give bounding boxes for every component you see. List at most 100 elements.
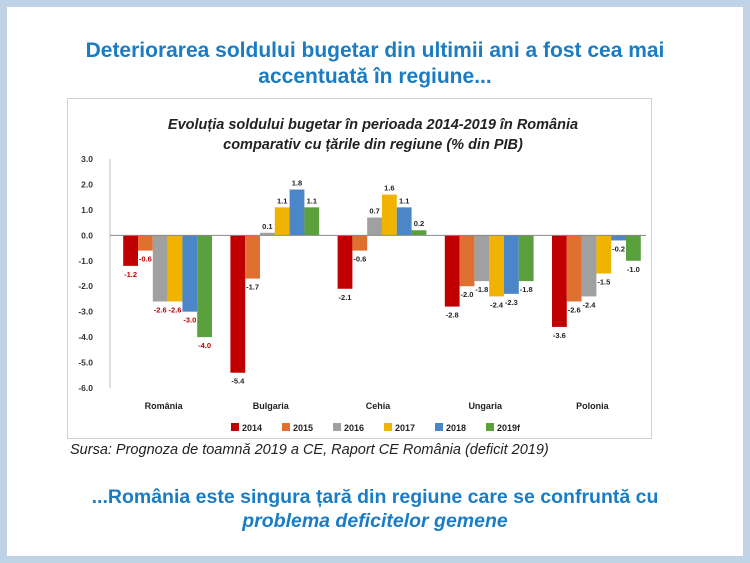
bar-2014-Bulgaria — [230, 235, 246, 373]
bar-2019f-Polonia — [626, 235, 641, 261]
headline: Deteriorarea soldului bugetar din ultimi… — [0, 38, 750, 90]
bar-2016-Bulgaria — [260, 232, 275, 236]
data-label: -0.6 — [139, 255, 152, 264]
data-label: -1.5 — [597, 278, 610, 287]
bar-2018-România — [182, 235, 198, 312]
legend-label: 2019f — [497, 423, 521, 433]
legend-label: 2014 — [242, 423, 262, 433]
bar-2018-Cehia — [396, 207, 412, 236]
bar-2019f-Bulgaria — [304, 207, 320, 236]
bar-2016-Ungaria — [474, 235, 490, 282]
headline-line-2: accentuată în regiune... — [258, 65, 492, 88]
category-label: Ungaria — [468, 401, 503, 411]
chart-title-line-2: comparativ cu țările din regiune (% din … — [223, 137, 523, 153]
bar-2017-Ungaria — [489, 235, 504, 297]
data-label: -1.2 — [124, 270, 137, 279]
bars: -1.2 -5.4 -2.1 -2.8 -3.6 -0.6 -1.7 -0.6 -2.0 -2.6… — [110, 179, 646, 386]
y-tick-label: -2.0 — [78, 281, 93, 291]
bar-2018-Polonia — [611, 235, 626, 241]
legend-swatch-2018 — [435, 423, 443, 431]
bar-2017-România — [167, 235, 183, 302]
data-label: 0.1 — [262, 222, 272, 231]
legend-swatch-2017 — [384, 423, 392, 431]
bar-2019f-România — [197, 235, 212, 338]
y-tick-label: -1.0 — [78, 256, 93, 266]
legend-label: 2016 — [344, 423, 364, 433]
y-tick-label: 0.0 — [81, 230, 93, 240]
legend-label: 2018 — [446, 423, 466, 433]
data-label: -2.6 — [154, 305, 167, 314]
bar-2017-Polonia — [596, 235, 612, 274]
data-label: -1.8 — [475, 285, 488, 294]
data-label: 1.1 — [277, 196, 287, 205]
data-label: -2.4 — [583, 300, 597, 309]
category-label: România — [145, 401, 184, 411]
data-label: 1.8 — [292, 179, 302, 188]
data-label: 0.2 — [414, 219, 424, 228]
bar-2018-Bulgaria — [289, 189, 305, 236]
y-tick-label: 1.0 — [81, 205, 93, 215]
source-note: Sursa: Prognoza de toamnă 2019 a CE, Rap… — [70, 442, 549, 458]
chart-title-line-1: Evoluția soldului bugetar în perioada 20… — [168, 117, 578, 133]
data-label: 1.1 — [399, 196, 409, 205]
y-tick-label: -3.0 — [78, 307, 93, 317]
data-label: -2.3 — [505, 298, 518, 307]
legend: 2014 2015 2016 2017 2018 2019f — [231, 423, 521, 433]
data-label: -2.0 — [461, 290, 474, 299]
bar-2014-Polonia — [552, 235, 567, 327]
bar-2019f-Ungaria — [518, 235, 534, 282]
data-label: -2.8 — [446, 311, 459, 320]
data-label: -4.0 — [198, 341, 211, 350]
x-axis: România Bulgaria Cehia Ungaria Polonia — [145, 401, 610, 411]
legend-swatch-2019f — [486, 423, 494, 431]
chart-panel: Evoluția soldului bugetar în perioada 20… — [67, 98, 652, 439]
conclusion-line-2: problema deficitelor gemene — [242, 510, 508, 532]
y-tick-label: 3.0 — [81, 154, 93, 164]
data-label: -1.7 — [246, 283, 259, 292]
data-label: 0.7 — [369, 207, 379, 216]
bar-2014-Cehia — [337, 235, 353, 289]
data-label: -0.6 — [353, 255, 366, 264]
category-label: Cehia — [366, 401, 392, 411]
data-label: -5.4 — [231, 377, 245, 386]
data-label: -2.4 — [490, 300, 504, 309]
data-label: -1.8 — [520, 285, 533, 294]
data-label: -2.1 — [339, 293, 352, 302]
legend-swatch-2015 — [282, 423, 290, 431]
y-tick-label: -5.0 — [78, 358, 93, 368]
legend-swatch-2016 — [333, 423, 341, 431]
bar-2016-Polonia — [581, 235, 597, 297]
legend-label: 2015 — [293, 423, 313, 433]
bar-2017-Bulgaria — [274, 207, 290, 236]
legend-swatch-2014 — [231, 423, 239, 431]
bar-2015-Polonia — [566, 235, 582, 302]
bar-2015-Bulgaria — [245, 235, 260, 279]
data-label: -1.0 — [627, 265, 640, 274]
category-label: Bulgaria — [253, 401, 290, 411]
bar-2014-România — [123, 235, 138, 266]
data-label: -0.2 — [612, 244, 625, 253]
category-label: Polonia — [576, 401, 609, 411]
bar-2018-Ungaria — [504, 235, 519, 294]
bar-2015-Ungaria — [459, 235, 475, 287]
bar-2015-Cehia — [352, 235, 368, 251]
data-label: -2.6 — [568, 305, 581, 314]
legend-label: 2017 — [395, 423, 415, 433]
bar-2014-Ungaria — [444, 235, 460, 307]
bar-2019f-Cehia — [411, 230, 427, 236]
headline-line-1: Deteriorarea soldului bugetar din ultimi… — [85, 39, 665, 62]
data-label: -3.0 — [183, 316, 196, 325]
bar-2017-Cehia — [382, 194, 397, 236]
data-label: -3.6 — [553, 331, 566, 340]
data-label: 1.1 — [307, 196, 317, 205]
bar-2016-România — [152, 235, 168, 302]
conclusion-line-1: ...România este singura țară din regiune… — [91, 486, 659, 508]
bar-2015-România — [138, 235, 153, 251]
y-tick-label: -4.0 — [78, 332, 93, 342]
budget-balance-chart: Evoluția soldului bugetar în perioada 20… — [78, 117, 646, 433]
bar-2016-Cehia — [367, 217, 382, 236]
y-tick-label: 2.0 — [81, 179, 93, 189]
data-label: -2.6 — [169, 305, 182, 314]
y-tick-label: -6.0 — [78, 383, 93, 393]
y-axis: 3.0 2.0 1.0 0.0 -1.0 -2.0 -3.0 -4.0 -5.0 -6.0 — [78, 154, 111, 393]
